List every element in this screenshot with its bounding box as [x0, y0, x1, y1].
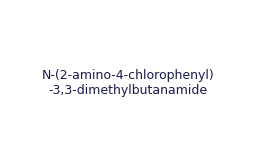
Text: N-(2-amino-4-chlorophenyl)
-3,3-dimethylbutanamide: N-(2-amino-4-chlorophenyl) -3,3-dimethyl…: [42, 69, 214, 97]
